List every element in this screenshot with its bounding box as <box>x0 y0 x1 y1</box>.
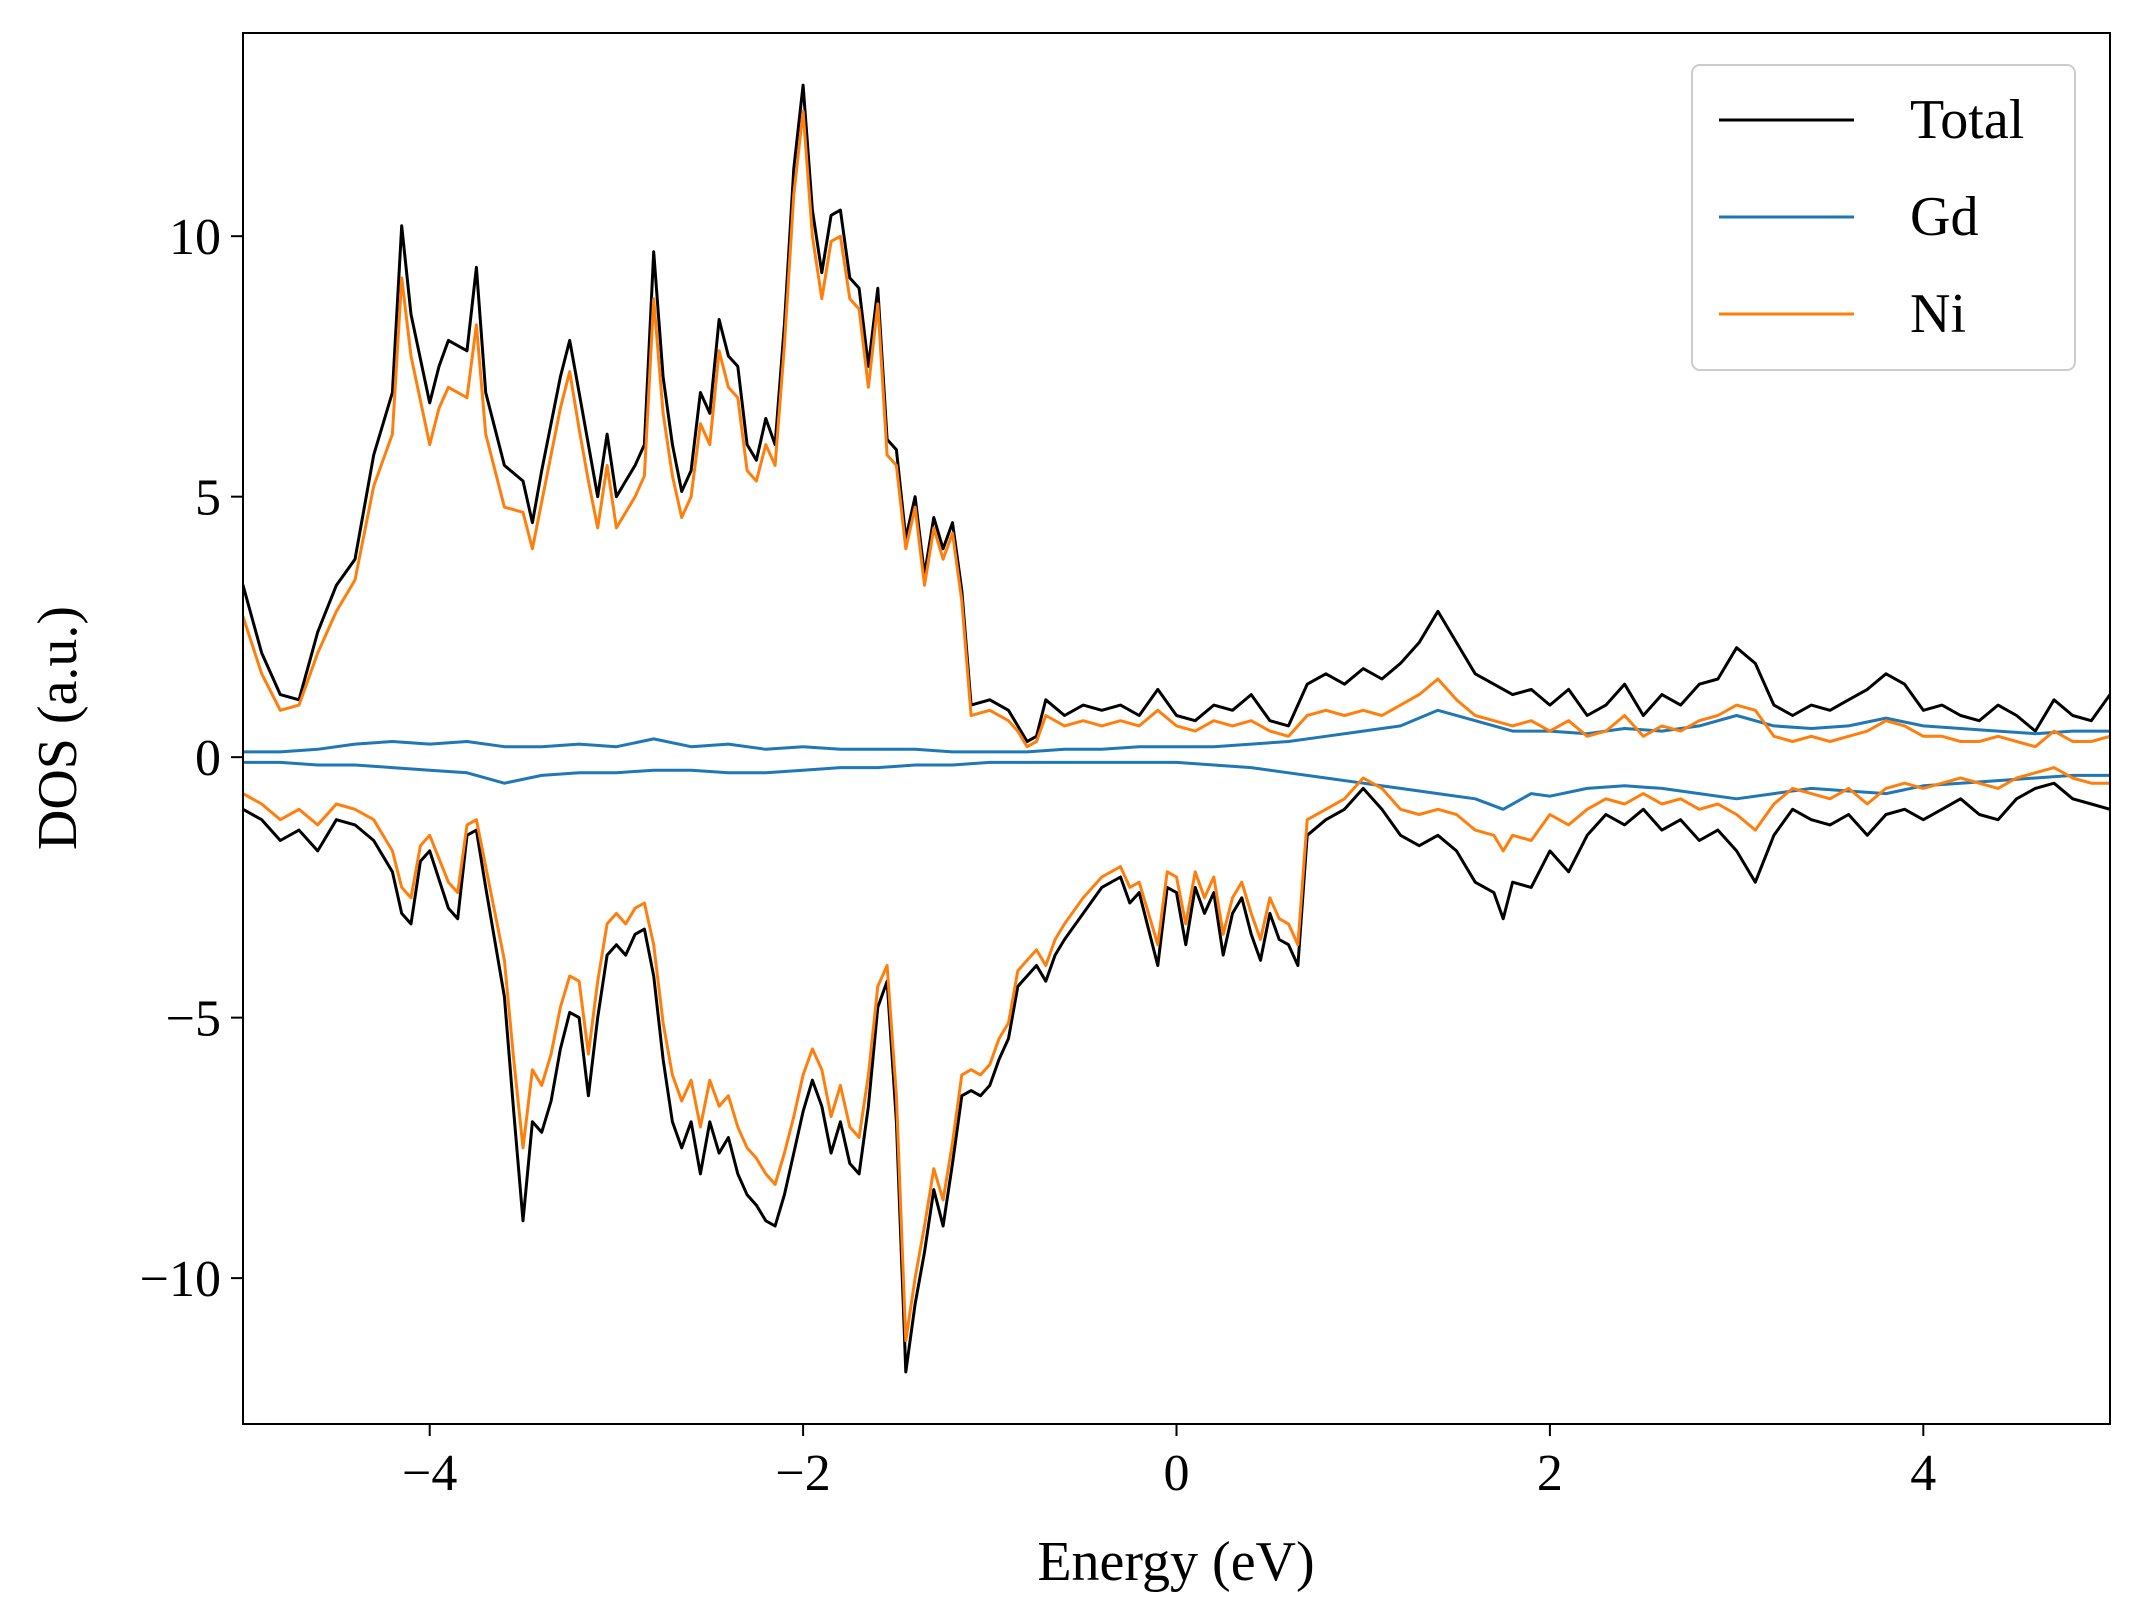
y-tick-label: 5 <box>195 470 221 527</box>
series-line-total-spin-down <box>243 781 2110 1374</box>
x-tick-label: 4 <box>1910 1445 1936 1502</box>
legend-label-ni: Ni <box>1910 283 1966 345</box>
x-tick-label: 2 <box>1537 1445 1563 1502</box>
series-layer <box>243 83 2110 1374</box>
series-line-ni-spin-up <box>243 109 2110 749</box>
y-tick-label: 0 <box>195 730 221 787</box>
legend-label-total: Total <box>1910 89 2024 151</box>
y-tick-label: −5 <box>166 991 221 1048</box>
x-tick-label: −4 <box>402 1445 457 1502</box>
series-line-gd-spin-up <box>243 708 2110 754</box>
series-line-ni-spin-down <box>243 766 2110 1343</box>
legend-box <box>1691 64 2076 371</box>
y-axis-label: DOS (a.u.) <box>27 606 89 850</box>
y-tick-label: 10 <box>169 209 221 266</box>
series-line-gd-spin-down <box>243 760 2110 811</box>
x-axis-label: Energy (eV) <box>1037 1531 1314 1593</box>
ticks-layer: −4 −2 0 2 4 −10 −5 0 5 10 <box>140 209 1937 1502</box>
legend-label-gd: Gd <box>1910 186 1978 248</box>
x-tick-label: −2 <box>775 1445 830 1502</box>
legend: Total Gd Ni <box>1691 64 2076 371</box>
y-tick-label: −10 <box>140 1251 221 1308</box>
x-tick-label: 0 <box>1164 1445 1190 1502</box>
